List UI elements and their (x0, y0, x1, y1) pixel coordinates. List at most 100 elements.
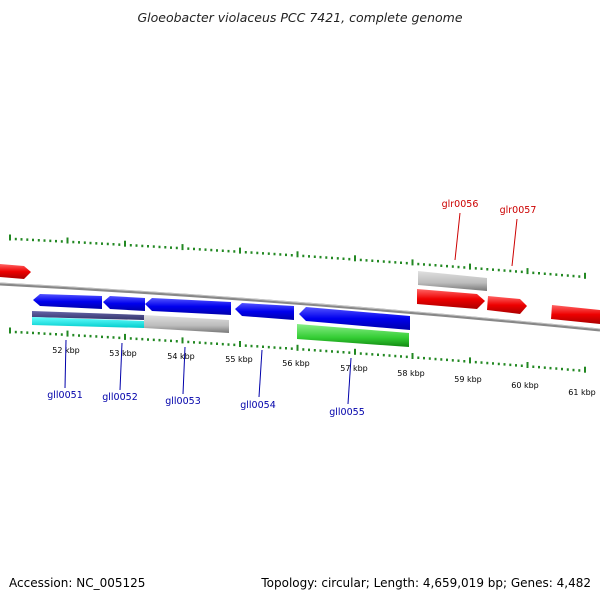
gene-arrow-gll0051[interactable] (33, 294, 102, 309)
misc-feature-green[interactable] (297, 324, 409, 347)
upper-tick-mark (423, 263, 425, 266)
lower-tick-mark (509, 363, 512, 367)
lower-tick-mark (204, 341, 207, 345)
leader-line-gll0052 (119, 342, 123, 391)
gene-label-glr0056[interactable]: glr0056 (442, 199, 479, 210)
cds-feature-navy[interactable] (32, 311, 144, 320)
lower-tick-mark (267, 345, 270, 349)
lower-tick-mark (262, 345, 264, 348)
lower-tick-mark (532, 365, 535, 368)
lower-tick-mark (463, 360, 466, 363)
upper-tick-mark (446, 264, 448, 268)
gene-arrow-gll0054[interactable] (235, 303, 294, 320)
lower-tick-mark (515, 364, 517, 367)
lower-tick-mark (365, 352, 368, 356)
rna-feature-forward[interactable] (418, 271, 487, 291)
lower-tick-mark (216, 342, 218, 345)
upper-tick-mark (106, 242, 109, 246)
lower-tick-mark (549, 366, 552, 370)
upper-tick-mark (250, 251, 253, 254)
lower-tick-mark (55, 333, 57, 336)
leader-line-glr0057 (511, 218, 518, 267)
lower-tick-mark (285, 347, 287, 350)
lower-tick-mark (193, 341, 195, 344)
lower-tick-mark (78, 334, 80, 337)
upper-tick-mark (118, 243, 121, 246)
upper-tick-mark (405, 261, 408, 265)
upper-tick-mark (566, 274, 569, 277)
gene-arrow-glr0057[interactable] (487, 296, 527, 314)
upper-tick-mark (359, 258, 362, 262)
upper-tick-mark (469, 263, 471, 270)
lower-tick-mark (135, 337, 138, 341)
gene-label-gll0055[interactable]: gll0055 (329, 407, 365, 418)
upper-tick-track (9, 234, 586, 279)
rna-feature-reverse[interactable] (144, 315, 229, 333)
genome-backbone (0, 282, 600, 332)
upper-tick-mark (285, 253, 287, 257)
lower-tick-mark (497, 362, 500, 366)
lower-tick-mark (469, 357, 471, 364)
map-title: Gloeobacter violaceus PCC 7421, complete… (137, 10, 462, 25)
lower-tick-mark (325, 349, 328, 353)
gene-arrow-gll0052[interactable] (103, 296, 145, 311)
kbp-label: 55 kbp (225, 355, 253, 364)
upper-tick-mark (221, 249, 224, 252)
upper-tick-mark (503, 269, 506, 272)
upper-tick-mark (377, 259, 379, 263)
gene-label-glr0057[interactable]: glr0057 (500, 205, 537, 216)
gene-arrow-gll0055[interactable] (299, 307, 410, 330)
lower-tick-mark (9, 327, 11, 334)
lower-tick-mark (187, 340, 190, 344)
upper-tick-mark (95, 242, 98, 245)
lower-tick-mark (239, 341, 241, 347)
upper-tick-mark (354, 255, 356, 262)
upper-tick-mark (400, 261, 402, 264)
upper-tick-mark (164, 246, 167, 249)
lower-tick-mark (336, 350, 339, 354)
gene-label-gll0052[interactable]: gll0052 (102, 392, 138, 403)
lower-tick-mark (101, 335, 103, 339)
upper-tick-mark (520, 270, 523, 274)
lower-tick-mark (296, 344, 299, 351)
lower-tick-mark (411, 353, 414, 359)
lower-tick-mark (555, 367, 558, 370)
lower-tick-mark (417, 356, 420, 359)
lower-tick-mark (400, 355, 402, 358)
gene-arrow-forward-right[interactable] (551, 305, 600, 324)
reverse-gene-labels: gll0051 gll0052 gll0053 gll0054 gll0055 (47, 339, 365, 418)
upper-tick-mark (440, 264, 443, 267)
lower-tick-mark (428, 357, 431, 360)
lower-tick-mark (486, 361, 489, 365)
gene-arrow-glr0056[interactable] (417, 289, 485, 309)
upper-tick-mark (417, 262, 420, 266)
upper-tick-mark (290, 254, 293, 257)
lower-tick-mark (319, 349, 322, 352)
lower-tick-mark (474, 360, 477, 364)
gene-label-gll0051[interactable]: gll0051 (47, 390, 83, 401)
upper-tick-mark (457, 265, 460, 269)
lower-tick-mark (83, 334, 86, 338)
upper-tick-mark (170, 246, 172, 249)
upper-tick-mark (382, 260, 385, 263)
lower-tick-mark (106, 335, 109, 339)
upper-tick-mark (193, 247, 195, 251)
upper-tick-mark (55, 239, 57, 243)
gene-label-gll0054[interactable]: gll0054 (240, 400, 276, 411)
upper-tick-mark (158, 245, 161, 249)
lower-tick-mark (520, 364, 523, 367)
cds-feature-cyan[interactable] (32, 317, 144, 328)
lower-tick-mark (359, 352, 362, 355)
upper-tick-mark (451, 265, 454, 268)
upper-tick-mark (14, 237, 17, 241)
gene-arrow-gll0053[interactable] (145, 298, 231, 315)
lower-tick-mark (302, 348, 305, 351)
gene-arrow-forward-partial[interactable] (0, 264, 31, 279)
lower-tick-mark (578, 369, 581, 372)
upper-tick-mark (515, 270, 517, 273)
gene-label-gll0053[interactable]: gll0053 (165, 396, 201, 407)
upper-tick-mark (78, 241, 80, 244)
genome-backbone-highlight (0, 282, 600, 330)
lower-tick-mark (405, 355, 408, 359)
